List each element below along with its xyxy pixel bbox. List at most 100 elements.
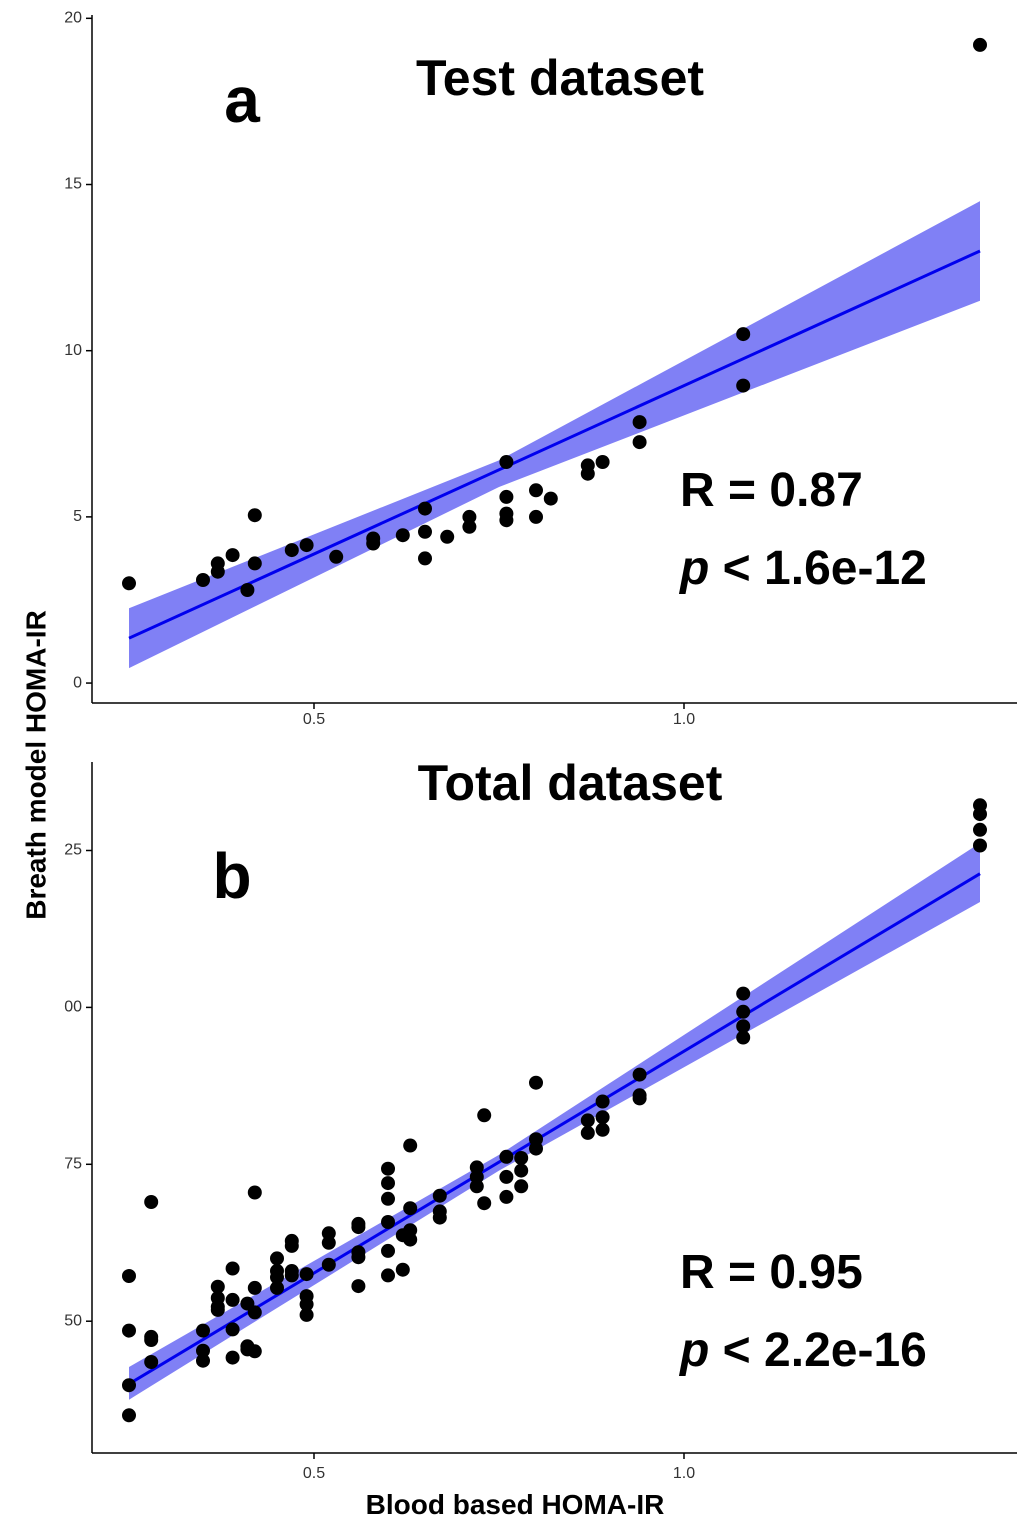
data-point (632, 1067, 647, 1082)
data-point (270, 1270, 284, 1285)
data-point (366, 531, 381, 546)
data-point (196, 1353, 210, 1368)
correlation-r: R = 0.87 (680, 464, 863, 517)
data-point (580, 466, 595, 481)
data-point (381, 1268, 395, 1283)
data-point (395, 1262, 410, 1277)
data-point (247, 556, 262, 571)
data-point (284, 543, 299, 558)
data-point (299, 1267, 314, 1282)
data-point (595, 455, 610, 469)
data-point (284, 1238, 299, 1253)
data-point (225, 1350, 240, 1365)
data-point (580, 1113, 595, 1128)
data-point (432, 1210, 447, 1225)
y-tick-label: 50 (64, 1312, 82, 1329)
panel-letter: b (212, 840, 251, 912)
data-point (225, 548, 240, 563)
data-point (440, 529, 455, 544)
data-point (196, 1323, 210, 1338)
data-point (469, 1179, 484, 1194)
panel-title: Total dataset (418, 755, 723, 811)
data-point (736, 327, 751, 342)
data-point (381, 1215, 395, 1229)
data-point (144, 1333, 159, 1347)
x-tick-label: 0.5 (303, 1465, 325, 1482)
data-point (499, 1149, 514, 1164)
data-point (418, 551, 432, 566)
p-symbol: p (678, 542, 709, 595)
data-point (514, 1151, 529, 1165)
data-point (499, 489, 514, 504)
data-point (514, 1163, 529, 1178)
confidence-band (129, 201, 980, 669)
data-point (299, 538, 314, 553)
y-tick-label: 15 (64, 176, 82, 193)
data-point (351, 1220, 366, 1235)
data-point (270, 1251, 284, 1266)
data-point (395, 528, 410, 543)
p-value-text: < 2.2e-16 (709, 1324, 927, 1377)
data-point (321, 1235, 336, 1250)
data-point (736, 1030, 751, 1045)
data-point (973, 822, 987, 837)
data-point (529, 1141, 543, 1156)
data-point (418, 501, 432, 516)
y-tick-label: 5 (73, 508, 82, 525)
y-tick-label: 00 (64, 999, 82, 1016)
x-tick-label: 1.0 (673, 1465, 695, 1482)
data-point (632, 1091, 647, 1106)
x-tick-label: 0.5 (303, 711, 325, 728)
data-point (329, 549, 344, 564)
data-point (499, 1169, 514, 1184)
data-point (351, 1250, 366, 1265)
data-point (499, 1189, 514, 1204)
y-tick-label: 75 (64, 1156, 82, 1173)
confidence-band (129, 843, 980, 1400)
data-point (736, 986, 751, 1001)
x-axis-label: Blood based HOMA-IR (366, 1489, 665, 1520)
x-tick-label: 1.0 (673, 711, 695, 728)
data-point (299, 1307, 314, 1322)
data-point (381, 1243, 395, 1258)
data-point (122, 1323, 136, 1338)
data-point (225, 1261, 240, 1276)
data-point (225, 1292, 240, 1307)
data-point (381, 1176, 395, 1191)
data-point (736, 1019, 751, 1034)
data-point (595, 1122, 610, 1137)
data-point (247, 1344, 262, 1359)
data-point (499, 455, 514, 469)
data-point (144, 1195, 159, 1209)
p-value-text: < 1.6e-12 (709, 542, 927, 595)
data-point (240, 583, 255, 597)
data-point (973, 37, 987, 52)
panel-letter: a (224, 64, 260, 136)
regression-line (128, 249, 981, 640)
data-point (736, 1004, 751, 1019)
data-point (210, 564, 225, 579)
data-point (122, 576, 136, 591)
correlation-r: R = 0.95 (680, 1246, 863, 1299)
regression-line (128, 872, 981, 1386)
data-point (210, 1279, 225, 1294)
data-point (632, 415, 647, 430)
data-point (196, 1343, 210, 1358)
data-point (351, 1279, 366, 1294)
data-point (432, 1188, 447, 1203)
data-point (381, 1161, 395, 1176)
data-point (247, 1305, 262, 1320)
data-point (514, 1179, 529, 1194)
data-point (595, 1110, 610, 1125)
data-point (210, 1302, 225, 1317)
y-axis-label: Breath model HOMA-IR (20, 610, 51, 920)
data-point (529, 509, 543, 524)
data-point (122, 1269, 136, 1283)
y-tick-label: 0 (73, 674, 82, 691)
y-tick-label: 10 (64, 342, 82, 359)
data-point (247, 508, 262, 523)
data-point (499, 513, 514, 528)
p-value: p < 2.2e-16 (678, 1324, 927, 1377)
data-point (595, 1094, 610, 1109)
